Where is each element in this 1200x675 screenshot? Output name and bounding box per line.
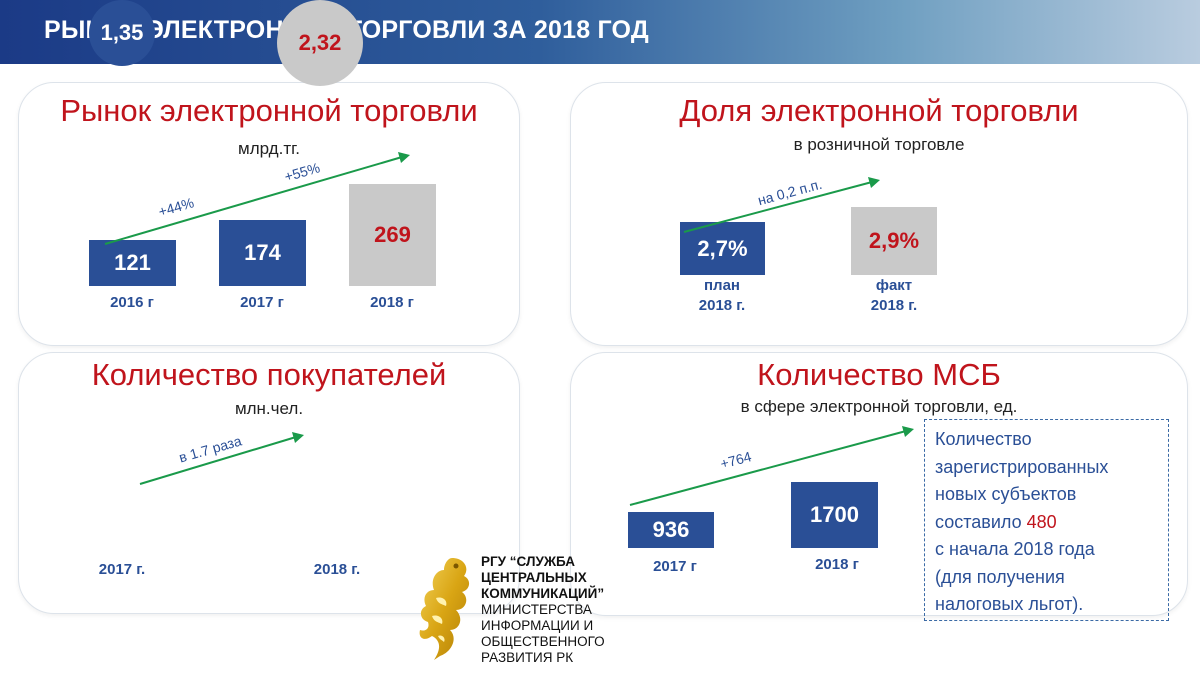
org-line-1: РГУ “СЛУЖБА: [481, 554, 575, 569]
info-line-3: новых субъектов: [935, 484, 1077, 504]
plan-year: 2018 г.: [698, 297, 746, 314]
xlabel-2018: 2018 г: [370, 294, 414, 311]
info-line-7: налоговых льгот).: [935, 594, 1084, 614]
xlabel-plan: план 2018 г.: [672, 276, 772, 316]
xlabel-sme-2017: 2017 г: [653, 558, 697, 575]
panel-market-title: Рынок электронной торговли: [60, 93, 478, 128]
panel-market-subtitle: млрд.тг.: [238, 139, 300, 158]
org-line-2: ЦЕНТРАЛЬНЫХ: [481, 570, 587, 585]
bar-2017: 174: [219, 220, 306, 286]
xlabel-2016: 2016 г: [110, 294, 154, 311]
bar-sme-2017: 936: [628, 512, 714, 548]
bar-fact: 2,9%: [851, 207, 937, 275]
fact-year: 2018 г.: [870, 297, 918, 314]
panel-sme-subtitle: в сфере электронной торговли, ед.: [740, 397, 1018, 416]
info-line-5: с начала 2018 года: [935, 539, 1095, 559]
fact-label: факт: [875, 277, 913, 294]
panel-sme-title: Количество МСБ: [757, 357, 1001, 392]
bar-sme-2018: 1700: [791, 482, 878, 548]
panel-buyers-subtitle: млн.чел.: [234, 399, 304, 418]
xlabel-sme-2018: 2018 г: [815, 556, 859, 573]
org-line-6: ОБЩЕСТВЕННОГО: [481, 634, 605, 649]
org-line-3: КОММУНИКАЦИЙ”: [481, 586, 605, 601]
info-line-4-text: составило: [935, 511, 1022, 532]
info-line-6: (для получения: [935, 566, 1065, 587]
panel-buyers-title: Количество покупателей: [91, 357, 447, 392]
sme-info-box: Количество зарегистрированных новых субъ…: [924, 419, 1169, 621]
info-line-2: зарегистрированных: [935, 456, 1109, 477]
bubble-2018: 2,32: [277, 0, 363, 86]
xlabel-2017: 2017 г: [240, 294, 284, 311]
panel-buyers: Количество покупателей млн.чел.: [18, 352, 520, 614]
org-line-4: МИНИСТЕРСТВА: [481, 602, 592, 617]
plan-label: план: [704, 277, 740, 294]
org-line-7: РАЗВИТИЯ РК: [481, 650, 574, 665]
organization-name: РГУ “СЛУЖБА ЦЕНТРАЛЬНЫХ КОММУНИКАЦИЙ” МИ…: [481, 554, 605, 666]
xlabel-fact: факт 2018 г.: [844, 276, 944, 316]
bar-plan: 2,7%: [680, 222, 765, 275]
panel-share-subtitle: в розничной торговле: [793, 135, 965, 154]
info-count-480: 480: [1026, 511, 1057, 532]
bubble-2017: 1,35: [89, 0, 155, 66]
snow-leopard-emblem-icon: [419, 558, 470, 660]
org-line-5: ИНФОРМАЦИИ И: [481, 618, 594, 633]
panel-sme: Количество МСБ в сфере электронной торго…: [570, 352, 1188, 616]
xlabel-buyers-2017: 2017 г.: [98, 561, 146, 578]
bar-2018: 269: [349, 184, 436, 286]
bar-2016: 121: [89, 240, 176, 286]
xlabel-buyers-2018: 2018 г.: [313, 561, 361, 578]
panel-share-title: Доля электронной торговли: [679, 93, 1079, 128]
info-line-4: составило 480: [935, 509, 1160, 537]
info-line-1: Количество: [935, 429, 1032, 449]
panel-market: Рынок электронной торговли млрд.тг.: [18, 82, 520, 346]
